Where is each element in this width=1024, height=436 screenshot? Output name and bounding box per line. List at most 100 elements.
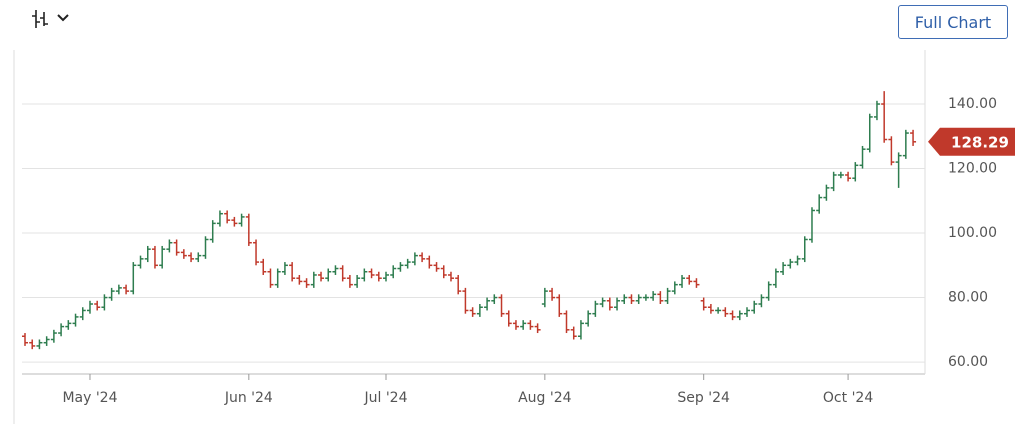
ohlc-bar xyxy=(325,268,332,282)
ohlc-bar xyxy=(614,297,621,311)
ohlc-bar xyxy=(29,339,36,350)
ohlc-bar xyxy=(664,287,671,305)
ohlc-bar xyxy=(491,294,498,305)
ohlc-bar xyxy=(888,136,895,166)
last-price-marker xyxy=(928,127,1015,156)
ohlc-bar xyxy=(549,287,556,301)
ohlc-bar xyxy=(873,100,880,121)
ohlc-bar xyxy=(368,268,375,279)
ohlc-bar xyxy=(79,307,86,321)
ohlc-bar xyxy=(765,281,772,301)
ohlc-bar xyxy=(679,274,686,288)
ohlc-bar xyxy=(462,287,469,314)
ohlc-bar xyxy=(397,262,404,272)
ohlc-bar xyxy=(585,310,592,327)
ohlc-bar xyxy=(361,268,368,282)
ohlc-bar xyxy=(354,274,361,288)
ohlc-bar xyxy=(787,258,794,269)
ohlc-bar xyxy=(151,245,158,269)
x-tick-label: Jul '24 xyxy=(363,390,407,406)
x-tick-label: Sep '24 xyxy=(677,390,730,406)
ohlc-bar xyxy=(267,268,274,288)
ohlc-bar xyxy=(245,213,252,246)
ohlc-bar xyxy=(520,320,527,330)
full-chart-button[interactable]: Full Chart xyxy=(898,5,1008,39)
ohlc-bar xyxy=(274,268,281,288)
ohlc-bar xyxy=(577,320,584,340)
ohlc-bar xyxy=(390,265,397,279)
ohlc-bar xyxy=(173,239,180,256)
ohlc-bar xyxy=(751,300,758,314)
ohlc-bar xyxy=(216,210,223,227)
ohlc-bar xyxy=(159,245,166,269)
ohlc-bar xyxy=(253,239,260,266)
ohlc-bar xyxy=(902,129,909,159)
ohlc-bar xyxy=(332,265,339,275)
ohlc-bar xyxy=(621,294,628,305)
ohlc-bar xyxy=(375,271,382,282)
ohlc-bar xyxy=(823,184,830,201)
y-tick-label: 100.00 xyxy=(948,225,997,241)
ohlc-bar xyxy=(736,310,743,321)
ohlc-bar xyxy=(22,333,28,346)
ohlc-bar xyxy=(195,252,202,263)
ohlc-bar xyxy=(108,287,115,301)
ohlc-bar xyxy=(744,307,750,317)
ohlc-bar xyxy=(72,313,79,327)
ohlc-bar xyxy=(469,307,476,317)
ohlc-bar xyxy=(166,239,173,253)
y-tick-label: 120.00 xyxy=(948,161,997,177)
ohlc-bar xyxy=(686,274,693,285)
ohlc-bar xyxy=(599,297,606,308)
ohlc-bar xyxy=(43,336,50,346)
ohlc-bar xyxy=(671,281,678,295)
ohlc-bar xyxy=(144,245,151,263)
ohlc-bar xyxy=(563,310,570,334)
ohlc-bar xyxy=(130,262,137,295)
ohlc-bar xyxy=(845,171,852,182)
ohlc-bar xyxy=(260,258,267,275)
ohlc-bar xyxy=(224,210,231,224)
ohlc-bar xyxy=(476,304,483,317)
ohlc-bar xyxy=(657,291,664,305)
ohlc-bar xyxy=(505,310,512,327)
ohlc-bar xyxy=(859,145,866,169)
ohlc-bar xyxy=(881,91,888,143)
ohlc-bar xyxy=(411,252,418,266)
ohlc-bar xyxy=(910,129,917,146)
ohlc-bar xyxy=(512,320,519,330)
ohlc-bar xyxy=(383,271,389,282)
x-tick-label: Jun '24 xyxy=(224,390,273,406)
ohlc-bar xyxy=(498,294,505,317)
ohlc-bar xyxy=(527,320,534,330)
ohlc-bar xyxy=(202,236,209,259)
ohlc-bar xyxy=(123,284,130,295)
x-tick-label: Oct '24 xyxy=(823,390,873,406)
ohlc-bar xyxy=(570,326,577,340)
ohlc-bar xyxy=(628,294,635,305)
ohlc-bar xyxy=(188,252,195,263)
ohlc-bar xyxy=(101,294,108,311)
ohlc-bar xyxy=(556,294,563,317)
ohlc-bar xyxy=(289,262,296,282)
ohlc-bar xyxy=(404,258,411,269)
ohlc-bar xyxy=(58,323,65,337)
ohlc-bar xyxy=(816,194,823,214)
last-price-label: 128.29 xyxy=(951,133,1009,151)
y-tick-label: 80.00 xyxy=(948,290,988,306)
ohlc-bar xyxy=(635,294,642,305)
ohlc-bar xyxy=(180,249,187,259)
ohlc-bar xyxy=(700,297,707,311)
chart-type-icon[interactable] xyxy=(32,10,69,28)
ohlc-bar xyxy=(447,271,454,282)
ohlc-bar xyxy=(137,255,144,269)
ohlc-bar xyxy=(346,274,353,288)
ohlc-bar xyxy=(231,216,238,227)
ohlc-bar xyxy=(339,265,346,282)
ohlc-bar xyxy=(65,320,72,330)
ohlc-bar xyxy=(780,262,787,275)
ohlc-bar xyxy=(296,274,303,285)
ohlc-bar xyxy=(758,294,765,308)
